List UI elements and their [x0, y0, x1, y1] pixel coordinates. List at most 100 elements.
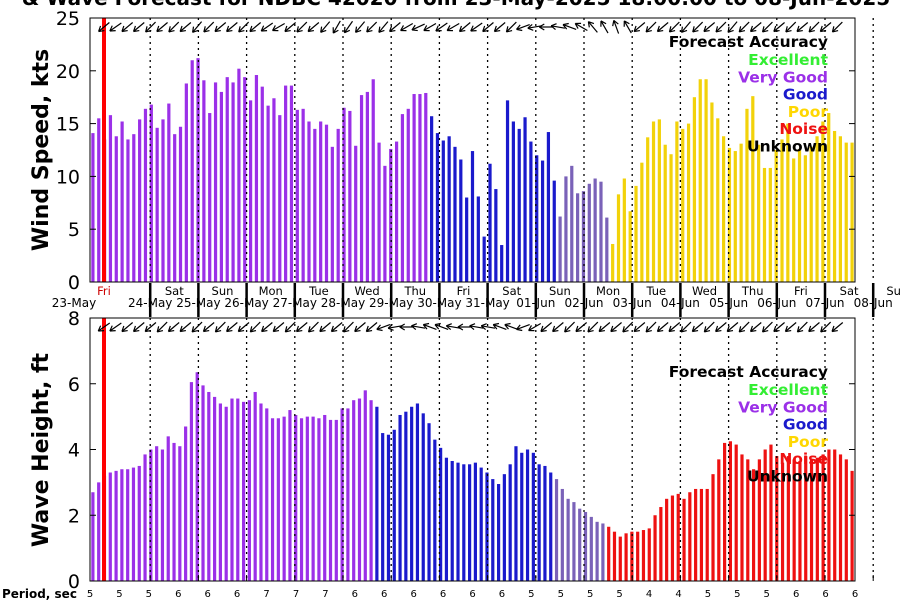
arrow-shaft	[296, 322, 308, 332]
arrow-head	[284, 326, 292, 333]
direction-arrow	[389, 22, 401, 33]
arrow-head	[378, 26, 385, 33]
bar	[352, 400, 356, 581]
bar	[646, 137, 650, 282]
direction-arrow	[435, 22, 448, 32]
direction-arrow	[656, 22, 669, 33]
bar	[601, 523, 605, 581]
arrow-head	[411, 323, 418, 331]
bar	[665, 498, 669, 581]
bar	[218, 403, 222, 581]
period-value: 6	[793, 589, 799, 600]
arrow-head	[260, 25, 268, 32]
arrow-shaft	[203, 21, 215, 33]
arrow-shaft	[411, 23, 425, 31]
arrow-head	[692, 26, 699, 33]
direction-arrow	[109, 322, 122, 332]
arrow-head	[564, 326, 571, 333]
day-label: Sun	[886, 284, 900, 298]
bar	[462, 464, 466, 581]
bar	[398, 414, 402, 581]
bar	[587, 183, 591, 282]
y-tick-label: 10	[56, 166, 80, 188]
bar	[792, 459, 796, 581]
direction-arrow	[633, 322, 646, 333]
bar	[734, 444, 738, 581]
arrow-head	[645, 326, 652, 333]
arrow-head	[202, 325, 210, 333]
chart-title: & Wave Forecast for NDBC 42020 from 23-M…	[22, 0, 890, 10]
bar	[299, 418, 304, 581]
legend-item: Poor	[788, 103, 829, 121]
arrow-shaft	[179, 322, 192, 332]
bar	[543, 465, 547, 581]
bar	[468, 464, 472, 581]
direction-arrow	[458, 22, 471, 33]
direction-arrow	[446, 22, 460, 32]
arrow-head	[98, 25, 105, 33]
arrow-head	[109, 325, 116, 332]
bar	[406, 108, 410, 282]
arrow-head	[192, 26, 199, 33]
bar	[520, 452, 524, 581]
direction-arrow	[692, 21, 704, 33]
arrow-head	[376, 324, 383, 332]
arrow-head	[703, 25, 710, 33]
bar	[311, 416, 315, 582]
bar	[508, 464, 512, 581]
bar	[634, 185, 638, 282]
arrow-head	[726, 325, 734, 333]
direction-arrow	[238, 21, 250, 33]
arrow-head	[738, 26, 746, 33]
bar	[786, 456, 790, 581]
direction-arrows	[97, 321, 844, 333]
arrow-shaft	[504, 324, 519, 330]
arrow-shaft	[598, 322, 611, 332]
arrow-shaft	[600, 20, 609, 34]
arrow-head	[332, 27, 339, 34]
bar	[189, 382, 194, 581]
period-value: 5	[558, 589, 564, 600]
arrow-shaft	[703, 321, 715, 333]
arrow-shaft	[109, 322, 122, 332]
direction-arrow	[727, 21, 738, 33]
bar	[389, 148, 393, 282]
period-value: 6	[440, 589, 446, 600]
arrow-shaft	[459, 22, 471, 32]
day-label: Fri	[97, 284, 111, 298]
arrow-shaft	[109, 22, 122, 32]
bar	[307, 121, 311, 283]
bar	[363, 390, 367, 581]
arrow-shaft	[97, 322, 111, 332]
arrow-shaft	[378, 21, 389, 33]
arrow-shaft	[343, 20, 354, 34]
direction-arrow	[749, 322, 762, 333]
arrow-shaft	[400, 22, 414, 32]
arrow-shaft	[156, 22, 168, 32]
day-label: Mon	[596, 284, 620, 298]
y-axis-label: Wind Speed, kts	[29, 49, 54, 251]
bar	[289, 85, 294, 282]
direction-arrow	[470, 22, 483, 32]
day-label: Thu	[403, 284, 426, 298]
arrow-head	[831, 26, 839, 33]
bar	[336, 128, 340, 282]
arrow-head	[633, 25, 640, 33]
arrow-head	[226, 25, 233, 33]
bar	[491, 479, 495, 581]
arrow-shaft	[191, 321, 203, 333]
direction-arrow	[796, 22, 809, 33]
direction-arrow	[482, 22, 494, 33]
bar	[500, 245, 504, 282]
bar	[616, 194, 621, 282]
arrow-shaft	[738, 21, 750, 33]
direction-arrow	[773, 22, 785, 33]
arrow-head	[808, 26, 815, 33]
period-value: 6	[852, 589, 858, 600]
arrow-shaft	[669, 21, 680, 33]
period-value: 6	[499, 589, 505, 600]
y-tick-label: 4	[68, 440, 80, 462]
arrow-head	[540, 325, 547, 333]
bar	[566, 498, 570, 581]
